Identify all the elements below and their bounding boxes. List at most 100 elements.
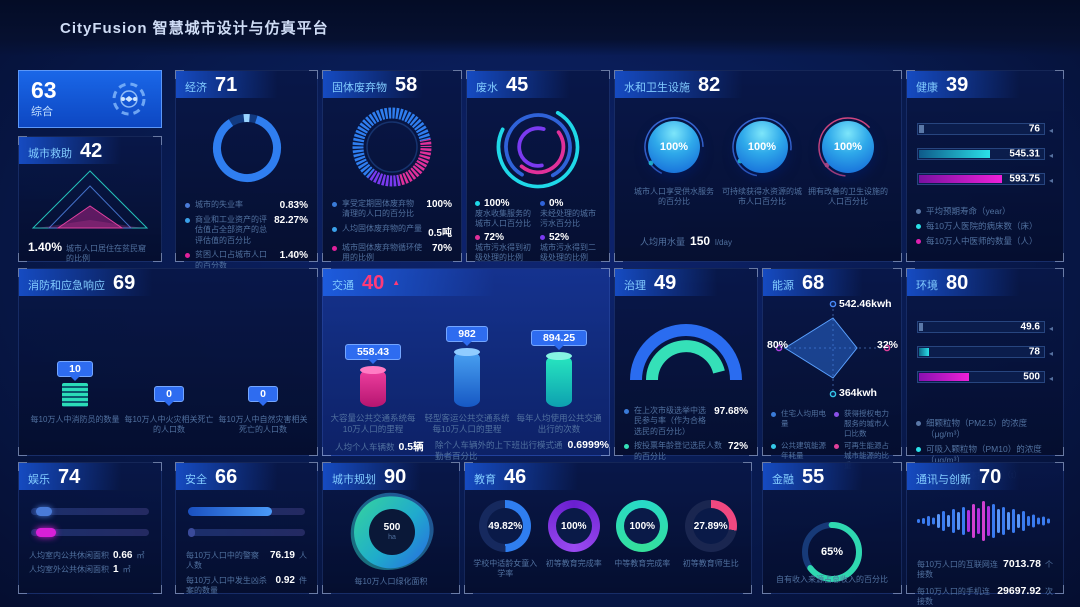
- cylinder-label: 每年人均使用公共交通出行的次数: [516, 413, 602, 435]
- panel-header: 环境 80: [907, 269, 1063, 296]
- legend-label: 细颗粒物（PM2.5）的浓度（μg/m³）: [926, 418, 1028, 440]
- panel-city-aid[interactable]: 城市救助 42 1.40% 城市人口居住在贫民窟的比例: [18, 136, 162, 263]
- trend-up-icon: ▲: [392, 278, 401, 287]
- panel-wastewater[interactable]: 废水 45 100% 废水收集服务的城市人口百分比 0% 未经处理的城市污水百分…: [466, 70, 610, 262]
- gauge-label: 城市人口享受供水服务的百分比: [634, 187, 714, 207]
- bullet-icon: [916, 224, 921, 230]
- legend-item: 贫困人口占城市人口的百分数 1.40%: [176, 248, 317, 273]
- panel-environment[interactable]: 环境 80 49.6 78 500 细颗粒物（PM2.5）的浓度（μg/m³）: [906, 268, 1064, 480]
- legend-label: 住宅人均用电量: [781, 409, 826, 428]
- city-aid-triangle-chart: [31, 170, 149, 229]
- stat-value: 150: [690, 234, 711, 248]
- panel-title: 废水: [476, 82, 498, 94]
- city-network-icon: [112, 82, 146, 116]
- slider-knob[interactable]: [35, 528, 56, 537]
- value-tag: 0: [248, 386, 278, 402]
- stat-value: 29697.92: [997, 584, 1041, 597]
- safety-slider[interactable]: [188, 528, 305, 537]
- bar-fill: [919, 125, 925, 133]
- legend-item: 按投票年龄登记选民人数的百分比 72%: [615, 439, 757, 464]
- stat-unit: 人: [299, 551, 307, 560]
- stat-unit: l/day: [715, 238, 732, 247]
- legend-item: 每10万人医院的病床数（床）: [907, 219, 1063, 234]
- bar-value: 593.75: [1009, 173, 1040, 185]
- stat-label: 每10万人口中发生凶杀案的数量: [186, 575, 267, 596]
- bar-value: 545.31: [1009, 148, 1040, 160]
- panel-header: 安全 66: [176, 463, 317, 490]
- legend-value: 0.5吨: [428, 227, 452, 239]
- panel-recreation[interactable]: 娱乐 74 人均室内公共休闲面积 0.66 ㎡ 人均室外公共休闲面积 1 ㎡: [18, 462, 162, 594]
- legend-value: 70%: [431, 242, 452, 254]
- panel-water-sanitation[interactable]: 水和卫生设施 82 100% 城市人口享受供水服务的百分比 100% 可持续获得…: [614, 70, 902, 262]
- axis-value-top: 542.46kwh: [839, 298, 892, 310]
- panel-header: 通讯与创新 70: [907, 463, 1063, 490]
- panel-telecom-innovation[interactable]: 通讯与创新 70 每10万人口的互联网连接数 7013.78 个 每10万: [906, 462, 1064, 606]
- recreation-slider[interactable]: [31, 528, 149, 537]
- center-unit: ha: [388, 533, 396, 541]
- panel-title: 交通: [332, 280, 354, 292]
- bullet-icon: [916, 209, 921, 214]
- bullet-icon: [332, 226, 337, 232]
- bullet-icon: [332, 245, 337, 251]
- panel-solid-waste[interactable]: 固体废弃物 58 享受定期固体废弃物清理的人口的百分比 100% 人均固体废弃物…: [322, 70, 462, 262]
- legend-label: 可吸入颗粒物（PM10）的浓度（μg/m³）: [926, 444, 1042, 466]
- legend-label: 平均预期寿命（year）: [926, 206, 1011, 216]
- legend-label: 废水收集服务的城市人口百分比: [475, 209, 531, 229]
- gauge-label: 拥有改善的卫生设施的人口百分比: [808, 187, 888, 207]
- panel-health[interactable]: 健康 39 76 545.31 593.75 平均预期寿命（year）: [906, 70, 1064, 262]
- panel-header: 城市规划 90: [323, 463, 459, 490]
- panel-score: 49: [654, 272, 677, 294]
- stat-label: 除个人车辆外的上下班出行模式通勤者百分比: [435, 440, 563, 462]
- bar-track: 500: [917, 371, 1045, 383]
- panel-education[interactable]: 教育 46 49.82% 学校中适龄女童入学率 100% 初等教育完成率 100…: [464, 462, 752, 594]
- panel-title: 环境: [916, 280, 938, 292]
- bullet-icon: [332, 202, 337, 207]
- legend-label: 公共建筑能源年耗量: [781, 441, 826, 460]
- panel-urban-planning[interactable]: 城市规划 90 500 ha 每10万人口绿化面积: [322, 462, 460, 594]
- water-circle-cell: 100% 拥有改善的卫生设施的人口百分比: [805, 115, 891, 208]
- panel-header: 消防和应急响应 69: [19, 269, 204, 296]
- panel-score: 46: [504, 466, 527, 488]
- panel-fire-emergency[interactable]: 消防和应急响应 69 10 0 0 每10万人中消防员的数量 每10万人中火灾相…: [18, 268, 318, 456]
- panel-finance[interactable]: 金融 55 65% 自有收入来源占总收入的百分比: [762, 462, 902, 594]
- overall-score-card[interactable]: 63 综合: [18, 70, 162, 128]
- stat-value: 1: [113, 564, 119, 576]
- panel-title: 金融: [772, 474, 794, 486]
- panel-title: 通讯与创新: [916, 474, 971, 486]
- legend-label: 商业和工业资产的评估值占全部资产的总评估值的百分比: [195, 215, 267, 245]
- slider-knob[interactable]: [35, 507, 52, 516]
- panel-safety[interactable]: 安全 66 每10万人口中的警察人数 76.19 人 每10万人口中发生凶杀案的…: [175, 462, 318, 596]
- gauge-value: 100%: [822, 121, 874, 173]
- panel-header: 娱乐 74: [19, 463, 161, 490]
- panel-economy[interactable]: 经济 71 城市的失业率 0.83% 商业和工业资产的评估值占全部资产的总评估值…: [175, 70, 318, 270]
- legend-item: 平均预期寿命（year）: [907, 204, 1063, 219]
- transport-cylinder-group: 894.25: [513, 317, 605, 407]
- stat-row: 每10万人口的互联网连接数 7013.78 个: [917, 558, 1053, 581]
- recreation-slider[interactable]: [31, 507, 149, 516]
- legend-value: 82.27%: [274, 215, 308, 226]
- panel-transportation[interactable]: 交通 40 ▲ 558.43 982 894.25 大容量公共交通系统每10万人…: [322, 268, 610, 461]
- panel-header: 城市救助 42: [19, 137, 161, 164]
- stat-row: 每10万人口的手机连接数 29697.92 次: [917, 585, 1053, 607]
- value-tag: 0: [154, 386, 184, 402]
- env-bar: 78: [917, 343, 1053, 361]
- panel-score: 55: [802, 466, 825, 488]
- panel-score: 71: [215, 74, 238, 96]
- stat-label: 每10万人口的互联网连接数: [917, 560, 998, 580]
- panel-title: 消防和应急响应: [28, 280, 105, 292]
- legend-value: 72%: [484, 231, 505, 243]
- panel-header: 水和卫生设施 82: [615, 71, 793, 98]
- panel-title: 安全: [185, 474, 207, 486]
- overall-label: 综合: [31, 106, 53, 118]
- legend-label: 城市污水得到初级处理的比例: [475, 242, 531, 263]
- safety-slider[interactable]: [188, 507, 305, 516]
- legend-value: 97.68%: [714, 406, 748, 417]
- stat-label: 每10万人口的手机连接数: [917, 586, 990, 607]
- water-circle-cell: 100% 可持续获得水资源的城市人口百分比: [719, 115, 805, 208]
- panel-energy[interactable]: 能源 68 542.46kwh 32% 364kwh 80% 住宅人均用电量 获…: [762, 268, 902, 470]
- legend-value: 100%: [426, 199, 452, 210]
- bar-marker-icon: [1049, 170, 1053, 188]
- legend-item: 72% 城市污水得到初级处理的比例: [475, 232, 536, 264]
- panel-governance[interactable]: 治理 49 在上次市级选举中选民参与率（作为合格选民的百分比） 97.68% 按…: [614, 268, 758, 461]
- panel-title: 水和卫生设施: [624, 82, 690, 94]
